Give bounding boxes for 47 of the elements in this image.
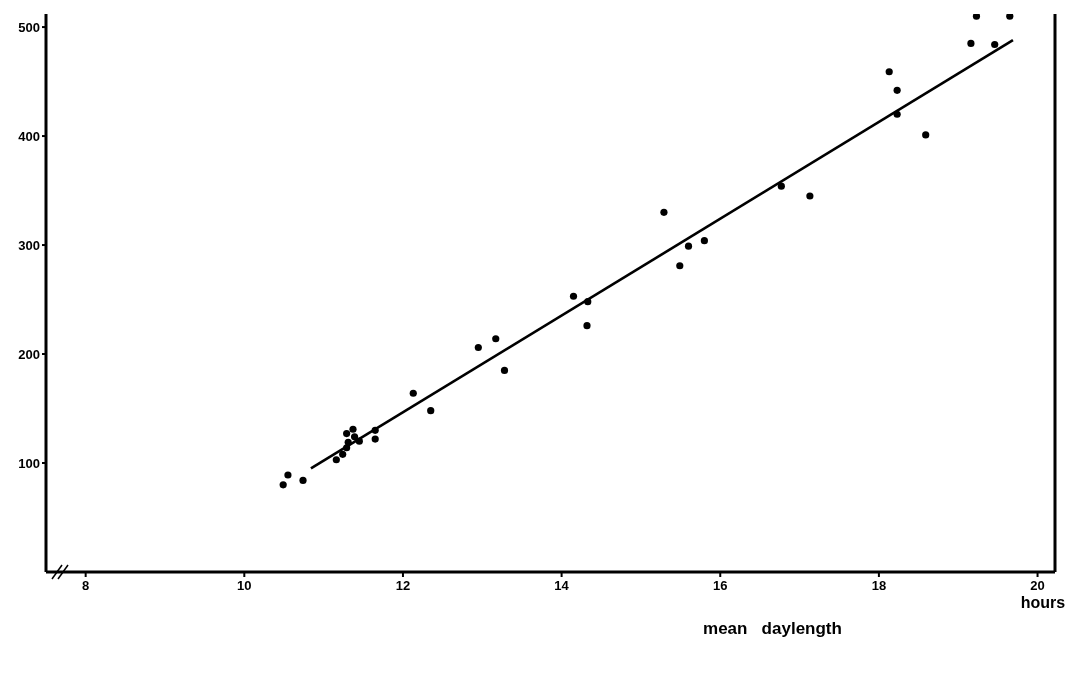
point: [806, 192, 814, 200]
point: [299, 476, 307, 485]
point: [700, 237, 708, 245]
point: [284, 471, 292, 479]
point: [350, 433, 359, 441]
point: [893, 110, 901, 118]
point: [885, 68, 893, 76]
point: [371, 426, 379, 434]
point: [500, 366, 509, 374]
x-tick-label: 16: [713, 578, 728, 594]
point: [684, 242, 693, 250]
point: [474, 343, 482, 352]
x-tick-label: 20: [1030, 578, 1045, 594]
point: [339, 450, 347, 458]
point: [409, 389, 417, 397]
point: [279, 481, 287, 489]
point: [355, 437, 363, 445]
y-tick-label: 200: [18, 346, 40, 362]
y-tick-label: 300: [18, 237, 40, 253]
text: hours: [1020, 594, 1066, 611]
point: [922, 131, 930, 139]
point: [492, 335, 500, 343]
point: [777, 182, 785, 190]
point: [349, 425, 357, 433]
x-tick-label: 14: [554, 578, 570, 594]
point: [1006, 14, 1014, 20]
x-axis-title: mean daylength: [703, 619, 842, 638]
point: [584, 298, 592, 306]
point: [676, 262, 684, 270]
y-tick-label: 400: [18, 128, 40, 144]
point: [660, 208, 668, 216]
point: [569, 292, 578, 300]
point: [893, 86, 901, 94]
point: [427, 407, 435, 415]
point: [332, 456, 340, 464]
point: [371, 435, 379, 443]
point: [991, 40, 999, 49]
x-tick-label: 12: [395, 578, 411, 594]
y-tick-label: 100: [18, 455, 40, 471]
y-tick-label: 500: [18, 19, 40, 35]
x-tick-label: 10: [237, 578, 252, 594]
point: [344, 438, 352, 446]
x-tick-label: 18: [871, 578, 887, 594]
point: [583, 322, 591, 330]
x-tick-label: 8: [82, 578, 90, 594]
point: [967, 39, 975, 48]
point: [343, 429, 351, 438]
